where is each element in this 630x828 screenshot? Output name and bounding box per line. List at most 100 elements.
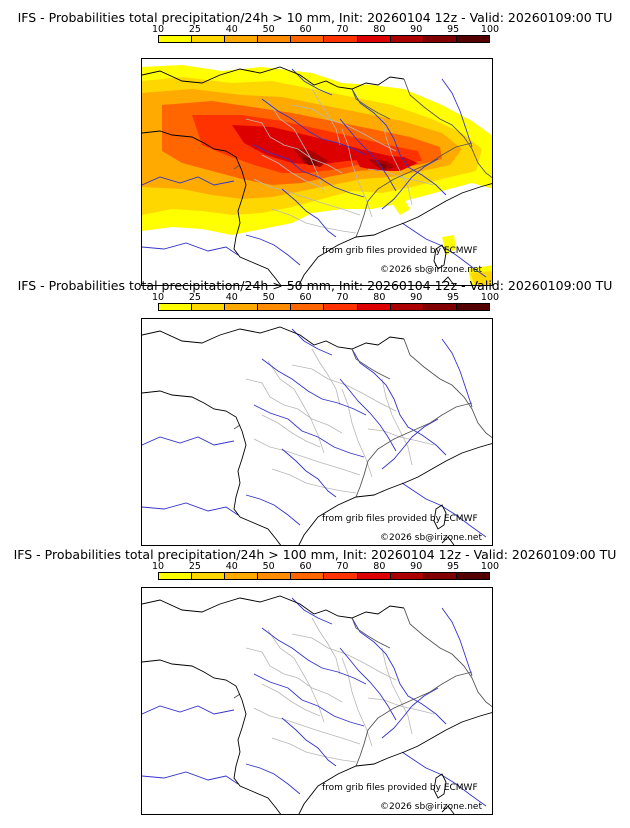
colorbar-swatch [159, 573, 193, 579]
colorbar-boxes [158, 572, 490, 580]
colorbar-tick-label: 50 [262, 561, 275, 572]
colorbar-tick-label: 40 [225, 24, 238, 35]
river-line [142, 705, 235, 715]
colorbar-tick-label: 70 [336, 24, 349, 35]
river-line [253, 673, 365, 727]
colorbar-tick-label: 70 [336, 561, 349, 572]
colorbar-tick-label: 25 [188, 24, 201, 35]
country-border [233, 607, 492, 767]
department-boundary [253, 438, 361, 476]
department-boundary [341, 388, 373, 478]
department-boundary [261, 154, 321, 188]
map-panel-100mm: IFS - Probabilities total precipitation/… [0, 547, 630, 815]
colorbar-swatch [258, 304, 292, 310]
colorbar-tick-label: 40 [225, 561, 238, 572]
river-line [339, 118, 397, 192]
map-france [141, 318, 493, 546]
river-line [381, 418, 439, 470]
colorbar-swatch [456, 573, 489, 579]
sardinia-outline [441, 805, 455, 814]
department-boundary [261, 414, 321, 448]
map-svg [142, 65, 492, 285]
colorbar-labels: 10 25 40 50 60 70 80 90 95 100 [152, 292, 499, 304]
river-line [261, 98, 367, 156]
colorbar-swatch [192, 36, 226, 42]
colorbar-swatch [390, 573, 424, 579]
department-boundary [381, 118, 413, 206]
river-line [291, 328, 333, 356]
department-boundary [381, 647, 413, 735]
river-line [142, 502, 239, 516]
river-line [142, 242, 239, 256]
colorbar-swatch [291, 573, 325, 579]
department-boundary [341, 128, 373, 218]
department-boundary [381, 378, 413, 466]
river-line [261, 358, 367, 416]
colorbar-swatch [423, 573, 457, 579]
colorbar-tick-label: 70 [336, 292, 349, 303]
map-panel-10mm: IFS - Probabilities total precipitation/… [0, 10, 630, 286]
coastline [142, 326, 492, 545]
map-svg [142, 326, 492, 545]
colorbar-tick-label: 60 [299, 292, 312, 303]
credit-grib: from grib files provided by ECMWF [322, 514, 478, 524]
colorbar-swatch [324, 36, 358, 42]
river-line [401, 751, 487, 807]
colorbar-swatch [423, 36, 457, 42]
colorbar-tick-label: 95 [447, 561, 460, 572]
department-boundary [367, 428, 435, 446]
department-boundary [311, 348, 341, 406]
department-boundary [341, 657, 373, 747]
river-line [281, 448, 337, 498]
sardinia-outline [441, 276, 455, 285]
department-boundary [271, 468, 357, 494]
department-boundary [267, 360, 325, 454]
department-boundary [367, 168, 435, 186]
river-line [142, 771, 239, 785]
colorbar-swatch [423, 304, 457, 310]
colorbar-tick-label: 10 [151, 24, 165, 35]
colorbar-boxes [158, 303, 490, 311]
coastline [142, 66, 492, 285]
river-line [142, 436, 235, 446]
panel-title: IFS - Probabilities total precipitation/… [13, 547, 617, 562]
coastline [142, 595, 492, 814]
department-boundary [271, 737, 357, 763]
colorbar-boxes [158, 35, 490, 43]
colorbar-swatch [390, 36, 424, 42]
department-boundary [267, 100, 325, 194]
department-boundary [253, 178, 361, 216]
colorbar-swatch [357, 304, 391, 310]
river-line [401, 222, 487, 278]
country-border [233, 78, 492, 238]
panel-title: IFS - Probabilities total precipitation/… [17, 278, 613, 293]
river-line [253, 404, 365, 458]
river-line [441, 338, 473, 408]
river-line [261, 627, 367, 685]
colorbar-tick-label: 50 [262, 24, 275, 35]
colorbar-tick-label: 95 [447, 24, 460, 35]
department-boundary [271, 208, 357, 234]
department-boundary [291, 364, 397, 412]
country-border [233, 338, 492, 498]
river-line [291, 597, 333, 625]
colorbar-tick-label: 40 [225, 292, 238, 303]
colorbar-tick-label: 50 [262, 292, 275, 303]
corsica-outline [433, 504, 447, 530]
river-line [351, 88, 447, 196]
colorbar-swatch [159, 36, 193, 42]
colorbar-swatch [291, 36, 325, 42]
credit-grib: from grib files provided by ECMWF [322, 246, 478, 256]
map-france [141, 587, 493, 815]
colorbar: 10 25 40 50 60 70 80 90 95 100 [152, 24, 499, 52]
river-line [401, 482, 487, 538]
colorbar-swatch [225, 36, 259, 42]
department-boundary [261, 683, 321, 717]
colorbar-swatch [390, 304, 424, 310]
map-svg [142, 595, 492, 814]
department-boundary [245, 378, 343, 434]
colorbar-swatch [291, 304, 325, 310]
department-boundary [311, 88, 341, 146]
river-line [351, 348, 447, 456]
department-boundary [291, 633, 397, 681]
